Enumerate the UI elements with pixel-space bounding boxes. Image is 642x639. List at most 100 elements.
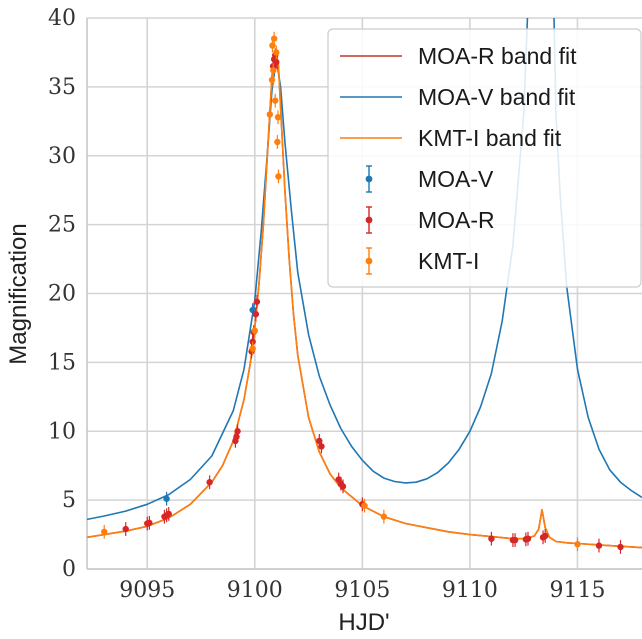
marker [272, 97, 279, 104]
legend-label: MOA-R [418, 207, 495, 233]
legend-marker-swatch [365, 175, 373, 183]
marker [574, 541, 581, 548]
point-moa-r-27 [511, 533, 519, 547]
legend-label: KMT-I [418, 248, 479, 274]
marker [165, 510, 172, 518]
marker [270, 67, 277, 74]
marker [252, 310, 260, 318]
marker [273, 58, 280, 66]
marker [146, 519, 153, 527]
point-kmt-i-15 [574, 537, 581, 552]
point-moa-r-25 [488, 531, 495, 546]
point-kmt-i-12 [275, 169, 282, 184]
legend-label: KMT-I band fit [418, 125, 562, 151]
marker [163, 495, 170, 502]
marker [266, 111, 274, 118]
legend: MOA-R band fit MOA-V band fit KMT-I band f… [327, 28, 642, 288]
point-kmt-i-8 [272, 93, 279, 108]
y-tick-label-5: 25 [48, 213, 76, 238]
marker [234, 428, 241, 435]
point-moa-r-5 [165, 507, 172, 521]
point-kmt-i-0 [101, 524, 108, 539]
legend-item-4: MOA-R [365, 206, 495, 234]
point-moa-r-33 [617, 540, 624, 554]
marker [617, 543, 624, 551]
y-tick-label-0: 0 [62, 557, 76, 582]
marker [274, 113, 282, 121]
legend-item-3: MOA-V [365, 165, 494, 193]
legend-item-0: MOA-R band fit [340, 43, 577, 69]
marker [488, 535, 495, 542]
point-moa-r-6 [206, 475, 213, 490]
y-tick-label-7: 35 [48, 75, 76, 100]
marker [274, 138, 281, 146]
marker [380, 513, 388, 520]
x-axis-label: HJD' [338, 609, 389, 636]
point-kmt-i-2 [251, 323, 258, 338]
y-tick-label-2: 10 [48, 419, 76, 444]
point-moa-r-9 [234, 424, 241, 439]
plot-area [87, 18, 642, 554]
legend-marker-swatch [365, 257, 373, 265]
marker [251, 327, 258, 334]
point-moa-r-29 [524, 531, 532, 546]
marker [101, 528, 108, 536]
marker [253, 298, 261, 305]
legend-item-5: KMT-I [365, 247, 479, 275]
point-kmt-i-3 [266, 107, 274, 122]
y-tick-label-3: 15 [48, 350, 76, 375]
legend-label: MOA-V band fit [418, 84, 576, 110]
point-kmt-i-6 [270, 63, 277, 78]
x-tick-label-3: 9110 [442, 578, 498, 603]
point-moa-r-0 [122, 522, 129, 536]
marker [233, 433, 240, 440]
marker [206, 479, 213, 486]
legend-label: MOA-V [418, 166, 494, 192]
point-moa-r-31 [541, 529, 549, 543]
marker [273, 49, 280, 56]
marker [595, 542, 603, 549]
point-kmt-i-10 [274, 135, 281, 149]
y-tick-label-8: 40 [48, 6, 76, 31]
marker [511, 536, 519, 544]
x-tick-label-4: 9115 [549, 578, 605, 603]
marker [318, 443, 325, 450]
point-moa-r-13 [252, 307, 260, 322]
x-tick-label-2: 9105 [334, 578, 390, 603]
legend-box [327, 28, 642, 288]
point-moa-r-20 [318, 439, 325, 454]
x-tick-label-1: 9100 [227, 578, 283, 603]
point-kmt-i-13 [361, 498, 368, 513]
marker [361, 502, 368, 509]
marker [275, 173, 282, 180]
marker [249, 345, 256, 352]
y-tick-label-4: 20 [48, 282, 76, 307]
point-moa-v-0 [163, 491, 170, 506]
series-kmt-i-band-fit-line [87, 51, 642, 549]
point-kmt-i-4 [268, 73, 276, 87]
marker [249, 338, 256, 345]
axes [86, 18, 642, 570]
y-axis-label: Magnification [5, 223, 32, 364]
marker [268, 76, 276, 84]
point-moa-r-32 [595, 538, 603, 553]
point-kmt-i-7 [270, 31, 278, 46]
point-kmt-i-11 [274, 110, 282, 125]
legend-marker-swatch [365, 216, 373, 224]
legend-item-1: MOA-V band fit [340, 84, 576, 110]
point-moa-r-23 [339, 479, 347, 494]
x-tick-label-0: 9095 [119, 578, 175, 603]
marker [270, 35, 278, 42]
legend-label: MOA-R band fit [418, 43, 577, 69]
y-tick-label-1: 5 [62, 488, 76, 513]
legend-item-2: KMT-I band fit [340, 125, 562, 151]
point-kmt-i-9 [273, 45, 280, 60]
marker [541, 532, 549, 540]
marker [122, 525, 129, 533]
marker [339, 483, 347, 490]
y-tick-label-6: 30 [48, 144, 76, 169]
marker [524, 535, 532, 542]
point-kmt-i-14 [380, 509, 388, 524]
point-kmt-i-1 [249, 341, 256, 356]
